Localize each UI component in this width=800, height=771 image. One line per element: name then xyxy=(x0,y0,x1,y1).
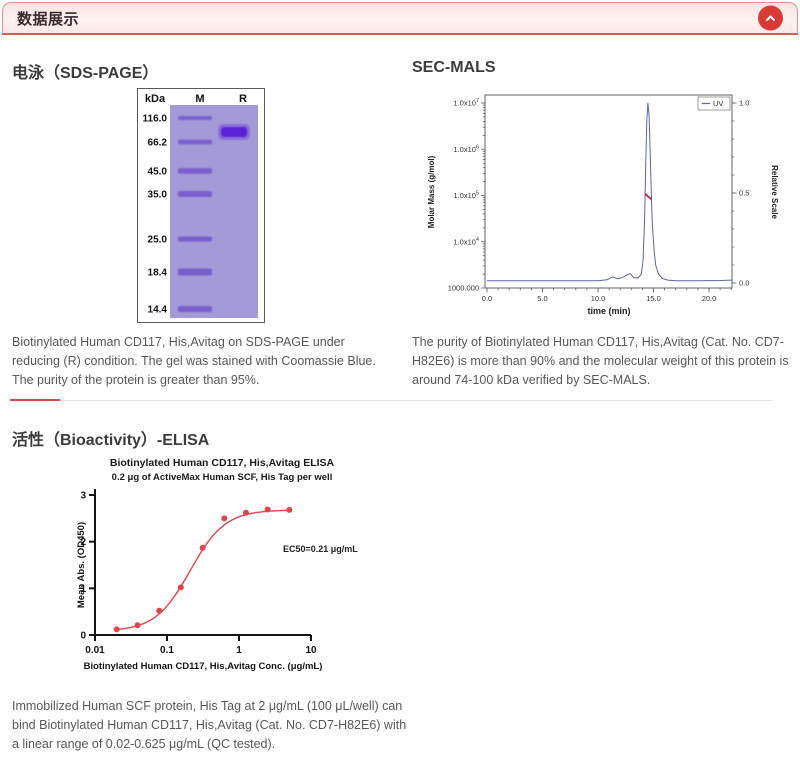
sec-y-right-tick: 0.5 xyxy=(739,189,749,198)
sec-uv-trace xyxy=(487,102,733,282)
elisa-data-point xyxy=(199,544,206,551)
elisa-data-point xyxy=(156,607,163,614)
elisa-data-point xyxy=(242,509,249,516)
gel-ladder-label: 66.2 xyxy=(148,138,168,149)
gel-marker-band xyxy=(178,139,212,145)
gel-marker-band xyxy=(178,115,212,120)
gel-marker-band xyxy=(178,236,212,242)
sec-x-tick: 0.0 xyxy=(482,294,492,303)
elisa-data-point xyxy=(134,622,141,629)
gel-lane-label: kDa xyxy=(145,93,166,105)
sec-mals-chart: 1000.000 1.0x104 1.0x105 1.0x106 1.0x107 0.0 5… xyxy=(427,94,779,316)
elisa-x-tick: 10 xyxy=(305,645,317,656)
collapse-button[interactable] xyxy=(758,5,783,31)
gel-lane-label: R xyxy=(239,93,247,105)
panel-title: 数据展示 xyxy=(17,10,80,28)
sec-y-left-tick: 1.0x107 xyxy=(453,98,479,108)
sec-y-left-tick: 1.0x105 xyxy=(453,191,479,201)
gel-ladder-label: 116.0 xyxy=(143,113,168,124)
gel-ladder-label: 45.0 xyxy=(148,167,168,178)
sec-x-tick: 10.0 xyxy=(591,294,606,303)
elisa-x-tick: 0.01 xyxy=(85,645,105,656)
elisa-title: Biotinylated Human CD117, His,Avitag ELI… xyxy=(110,457,335,469)
elisa-subtitle: 0.2 μg of ActiveMax Human SCF, His Tag p… xyxy=(112,472,333,483)
gel-sample-band xyxy=(221,127,247,138)
sec-x-label: time (min) xyxy=(587,306,630,316)
sec-legend-box xyxy=(697,96,731,111)
sec-y-left-tick: 1000.000 xyxy=(448,284,479,293)
gel-marker-band xyxy=(178,268,212,276)
sds-page-caption: Biotinylated Human CD117, His,Avitag on … xyxy=(12,335,376,387)
gel-lane-label: M xyxy=(195,93,204,105)
gel-marker-band xyxy=(178,191,212,198)
elisa-data-point xyxy=(286,506,293,513)
sec-plot-frame xyxy=(484,94,733,289)
elisa-x-tick: 1 xyxy=(236,645,242,656)
elisa-data-point xyxy=(177,584,184,591)
elisa-fit-curve xyxy=(114,509,291,631)
sds-page-gel-figure: kDa M R 116.0 66.2 45.0 35.0 25.0 18.4 14.4 xyxy=(137,88,265,323)
sec-mals-caption: The purity of Biotinylated Human CD117, … xyxy=(412,335,789,387)
sec-x-tick: 5.0 xyxy=(537,294,547,303)
elisa-data-point xyxy=(113,626,120,633)
sec-y-left-label: Molar Mass (g/mol) xyxy=(427,155,436,228)
sec-mals-section-title: SEC-MALS xyxy=(412,59,496,76)
elisa-y-tick: 1 xyxy=(80,584,86,595)
sec-y-left-tick: 1.0x106 xyxy=(453,144,479,154)
gel-ladder-label: 18.4 xyxy=(148,267,168,278)
gel-ladder-label: 25.0 xyxy=(148,234,168,245)
sec-y-right-tick: 0.0 xyxy=(739,279,749,288)
gel-marker-band xyxy=(178,168,212,174)
elisa-y-tick: 2 xyxy=(80,537,86,548)
elisa-data-point xyxy=(221,515,228,522)
elisa-y-tick: 3 xyxy=(80,490,86,501)
elisa-ec50-annotation: EC50=0.21 μg/mL xyxy=(283,544,358,554)
sec-molar-mass-trace xyxy=(644,193,652,200)
sec-y-right-tick: 1.0 xyxy=(739,99,749,108)
elisa-y-tick: 0 xyxy=(80,631,86,642)
elisa-caption: Immobilized Human SCF protein, His Tag a… xyxy=(12,699,407,751)
sec-legend-label: UV xyxy=(713,99,723,108)
elisa-section-title: 活性（Bioactivity）-ELISA xyxy=(12,432,210,449)
chevron-up-icon xyxy=(766,15,775,21)
sds-page-section-title: 电泳（SDS-PAGE） xyxy=(12,65,159,82)
elisa-chart: Biotinylated Human CD117, His,Avitag ELI… xyxy=(76,457,358,672)
elisa-x-label: Biotinylated Human CD117, His,Avitag Con… xyxy=(84,661,323,672)
elisa-y-label: Mean Abs. (OD450) xyxy=(76,522,87,608)
gel-ladder-label: 35.0 xyxy=(148,190,168,201)
sec-y-left-tick: 1.0x104 xyxy=(453,237,479,247)
elisa-x-tick: 0.1 xyxy=(160,645,174,656)
gel-marker-band xyxy=(178,306,212,313)
sec-x-tick: 15.0 xyxy=(646,294,661,303)
gel-ladder-label: 14.4 xyxy=(148,305,168,316)
sec-y-right-label: Relative Scale xyxy=(770,165,779,219)
section-divider-accent xyxy=(10,399,60,401)
elisa-data-point xyxy=(264,506,271,513)
section-divider xyxy=(10,400,772,401)
panel-header: 数据展示 xyxy=(2,2,798,35)
sec-x-tick: 20.0 xyxy=(702,294,717,303)
